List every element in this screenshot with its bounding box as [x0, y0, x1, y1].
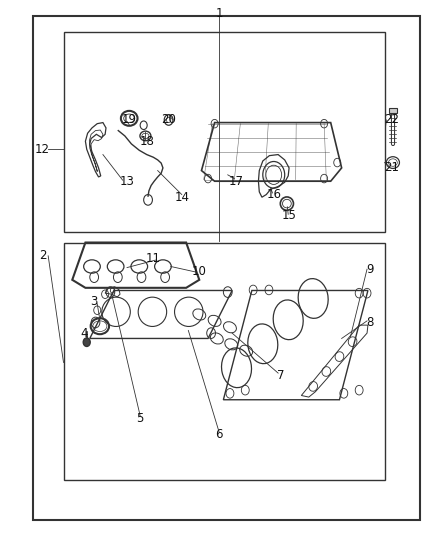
Text: 5: 5: [137, 412, 144, 425]
Circle shape: [83, 338, 90, 346]
Bar: [64, 32, 385, 232]
Text: 12: 12: [35, 143, 50, 156]
Text: 4: 4: [81, 327, 88, 340]
Text: 13: 13: [120, 175, 134, 188]
Text: 6: 6: [215, 428, 223, 441]
Text: 1: 1: [215, 7, 223, 20]
Text: 2: 2: [39, 249, 46, 262]
Text: 22: 22: [385, 114, 399, 126]
Text: 9: 9: [366, 263, 374, 276]
Text: 10: 10: [192, 265, 207, 278]
Text: 19: 19: [122, 114, 137, 126]
Text: 3: 3: [91, 295, 98, 308]
Text: 15: 15: [282, 209, 297, 222]
Text: 16: 16: [266, 188, 281, 201]
Text: 14: 14: [174, 191, 189, 204]
Text: 8: 8: [367, 316, 374, 329]
Bar: [64, 243, 385, 480]
Bar: [33, 16, 420, 520]
Text: 18: 18: [139, 135, 154, 148]
Text: 21: 21: [385, 161, 399, 174]
Text: 7: 7: [276, 369, 284, 382]
Text: 17: 17: [229, 175, 244, 188]
Text: 20: 20: [161, 114, 176, 126]
Bar: [389, 108, 397, 113]
Text: 11: 11: [146, 252, 161, 265]
